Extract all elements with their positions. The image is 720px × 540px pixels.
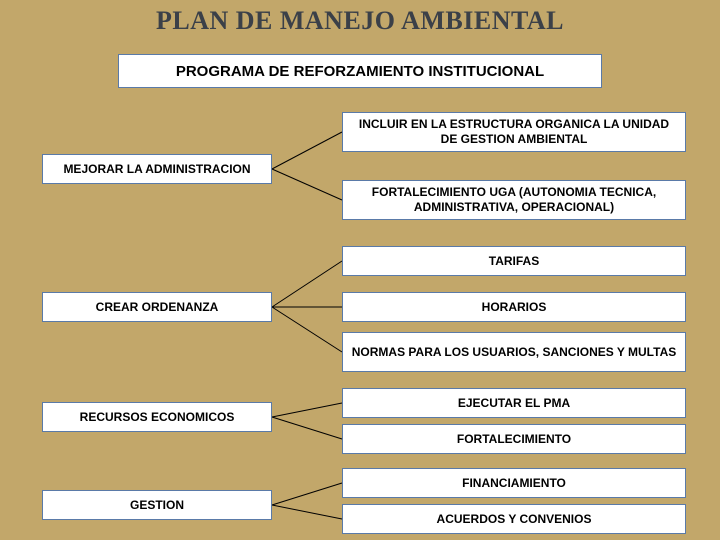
right-detail-box: FINANCIAMIENTO: [342, 468, 686, 498]
right-detail-box: TARIFAS: [342, 246, 686, 276]
right-detail-box: INCLUIR EN LA ESTRUCTURA ORGANICA LA UNI…: [342, 112, 686, 152]
right-detail-box: NORMAS PARA LOS USUARIOS, SANCIONES Y MU…: [342, 332, 686, 372]
right-detail-box: FORTALECIMIENTO UGA (AUTONOMIA TECNICA, …: [342, 180, 686, 220]
left-category-box: MEJORAR LA ADMINISTRACION: [42, 154, 272, 184]
right-detail-box: EJECUTAR EL PMA: [342, 388, 686, 418]
right-detail-box: HORARIOS: [342, 292, 686, 322]
left-category-box: RECURSOS ECONOMICOS: [42, 402, 272, 432]
right-detail-box: ACUERDOS Y CONVENIOS: [342, 504, 686, 534]
page-title: PLAN DE MANEJO AMBIENTAL: [0, 6, 720, 36]
right-detail-box: FORTALECIMIENTO: [342, 424, 686, 454]
program-subtitle-box: PROGRAMA DE REFORZAMIENTO INSTITUCIONAL: [118, 54, 602, 88]
left-category-box: GESTION: [42, 490, 272, 520]
left-category-box: CREAR ORDENANZA: [42, 292, 272, 322]
